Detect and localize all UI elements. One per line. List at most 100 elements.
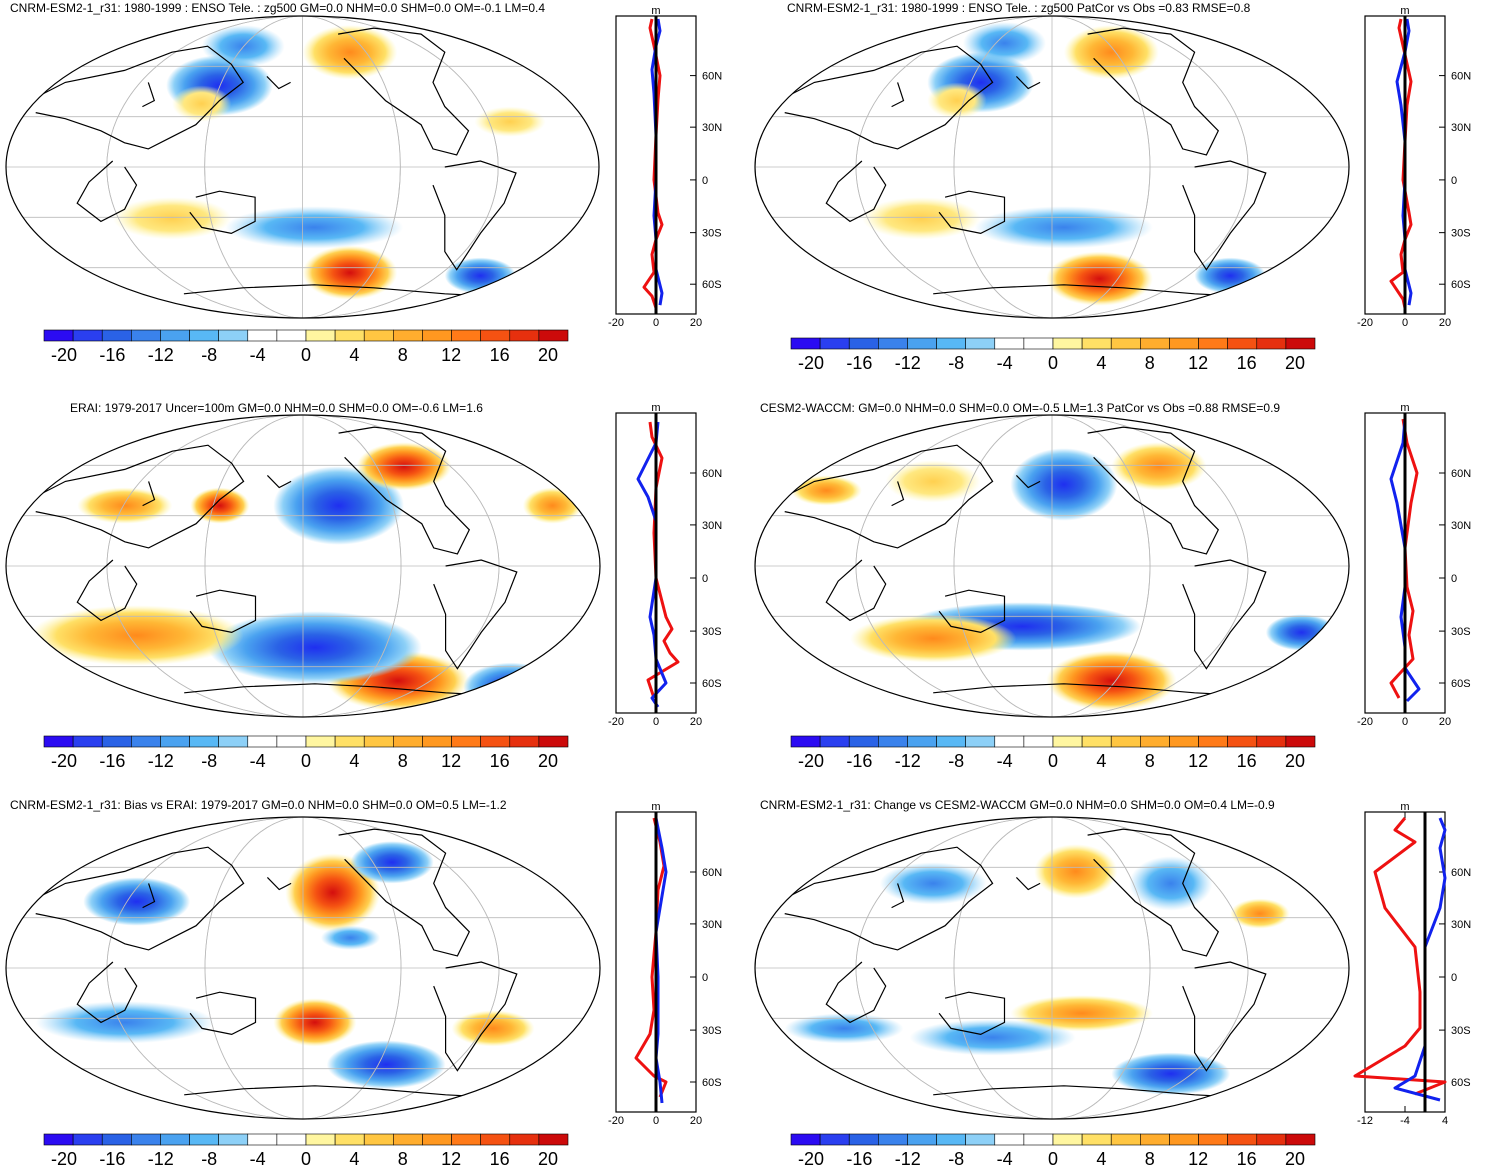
zonal-profile: -20 0 20 m 60N 30N 0 30S 60S [608,5,722,329]
colorbar-label: -8 [948,751,964,771]
colorbar-swatch [276,329,307,342]
coastline [891,481,905,507]
colorbar: -20 -16 -12 -8 -4 0 4 8 12 16 20 [43,735,569,771]
longitude-line [953,415,1151,717]
profile-lat-label: 30N [702,919,722,931]
colorbar-swatch [101,1133,132,1146]
colorbar-swatch [160,1133,190,1146]
colorbar-swatch [1140,337,1170,350]
zonal-profile: -20 0 20 m 60N 30N 0 30S 60S [1357,402,1471,728]
coastline [29,846,245,951]
map-area [755,16,1349,318]
coastline [825,961,887,1024]
panel-3: ERAI: 1979-2017 Uncer=100m GM=0.0 NHM=0.… [5,401,722,771]
colorbar-label: 0 [1048,1149,1058,1168]
profile-lat-label: 30S [702,626,722,638]
colorbar-swatch [247,735,278,748]
coastline [433,559,518,670]
coastline [189,589,257,634]
colorbar-swatch [480,329,511,342]
colorbar-label: 12 [441,345,461,365]
colorbar-swatch [1081,735,1112,748]
anomaly-blob [1265,614,1338,651]
coastline [1087,27,1220,156]
profile-unit: m [1400,801,1409,813]
zonal-profile: -20 0 20 m 60N 30N 0 30S 60S [1357,5,1471,329]
anomaly-blob [320,925,381,950]
panel-title: CNRM-ESM2-1_r31: Change vs CESM2-WACCM G… [760,798,1275,812]
colorbar-swatch [247,329,278,342]
anomaly-blob [463,662,559,711]
coastline [1015,876,1041,891]
anomaly-blob [861,197,981,240]
coastline [1015,474,1041,489]
profile-model-curve [634,817,668,1098]
profile-lat-label: 0 [702,175,708,187]
colorbar: -20 -16 -12 -8 -4 0 4 8 12 16 20 [790,1133,1316,1168]
profile-x-tick: -20 [608,1115,624,1127]
colorbar-label: 4 [1096,751,1106,771]
colorbar-label: 0 [1048,751,1058,771]
colorbar-label: -8 [201,751,217,771]
anomaly-blob [1063,25,1159,80]
anomaly-blob [207,611,422,684]
colorbar-label: -16 [99,345,125,365]
colorbar-swatch [965,1133,996,1146]
profile-model-curve [1389,18,1413,309]
colorbar-label: -16 [846,1149,872,1168]
profile-x-tick: -20 [608,716,624,728]
coastline [1182,961,1267,1072]
anomaly-blob [273,998,357,1047]
colorbar-label: 16 [490,345,510,365]
colorbar-swatch [480,1133,511,1146]
profile-lat-label: 60N [1451,867,1471,879]
colorbar-label: -20 [51,1149,77,1168]
anomaly-blob [1010,995,1153,1032]
profile-x-tick: 0 [1402,317,1408,329]
colorbar-swatch [878,337,908,350]
colorbar-swatch [509,1133,540,1146]
profile-frame [1364,811,1446,1113]
colorbar: -20 -16 -12 -8 -4 0 4 8 12 16 20 [43,1133,569,1168]
profile-x-tick: -12 [1357,1115,1373,1127]
colorbar-swatch [276,1133,307,1146]
colorbar-label: 12 [1188,1149,1208,1168]
colorbar-label: -20 [798,1149,824,1168]
colorbar-swatch [538,735,569,748]
coastline [142,883,156,909]
colorbar-swatch [363,735,394,748]
colorbar-label: -4 [250,1149,266,1168]
colorbar-swatch [393,329,423,342]
colorbar-swatch [43,735,74,748]
coastline [338,426,471,555]
panel-title: CNRM-ESM2-1_r31: 1980-1999 : ENSO Tele. … [10,1,545,15]
anomaly-blob [962,22,1047,65]
colorbar-swatch [131,735,161,748]
colorbar-swatch [1227,1133,1258,1146]
colorbar: -20 -16 -12 -8 -4 0 4 8 12 16 20 [790,735,1316,771]
profile-lat-label: 60N [702,867,722,879]
colorbar-swatch [509,329,540,342]
profile-x-tick: 0 [653,1115,659,1127]
colorbar-swatch [160,735,190,748]
colorbar-swatch [1023,337,1054,350]
colorbar-swatch [218,329,249,342]
colorbar-swatch [936,1133,966,1146]
anomaly-blob [1230,898,1290,929]
colorbar-swatch [994,337,1025,350]
colorbar-swatch [936,337,966,350]
colorbar-swatch [1198,735,1228,748]
anomaly-blob [850,614,1017,663]
colorbar-swatch [1081,337,1112,350]
panel-title: CNRM-ESM2-1_r31: 1980-1999 : ENSO Tele. … [787,1,1251,15]
profile-lat-label: 30N [702,122,722,134]
colorbar-label: 8 [398,1149,408,1168]
colorbar-swatch [131,329,161,342]
colorbar-swatch [451,1133,481,1146]
zonal-profile: -20 0 20 m 60N 30N 0 30S 60S [608,402,722,728]
colorbar-swatch [160,329,190,342]
anomaly-blob [201,25,285,68]
colorbar-label: 12 [1188,751,1208,771]
colorbar-swatch [451,735,481,748]
